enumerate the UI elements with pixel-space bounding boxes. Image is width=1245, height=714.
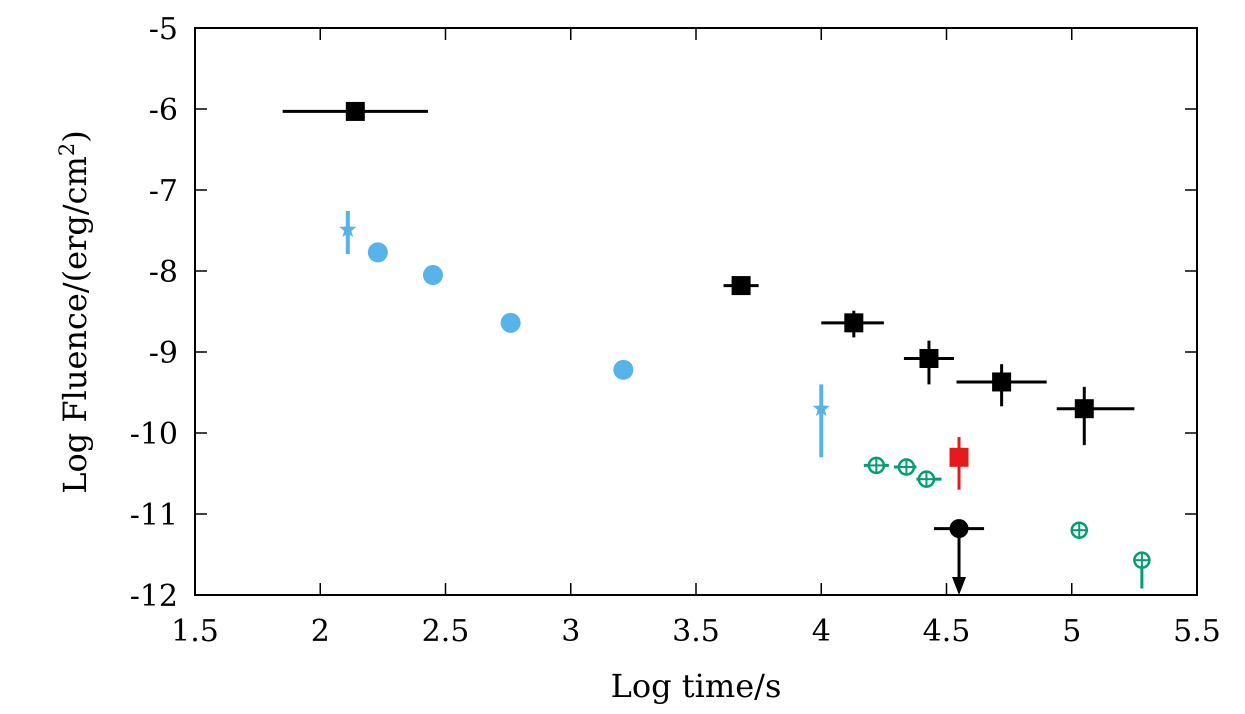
data-point-group xyxy=(613,359,634,380)
data-point-group xyxy=(893,458,917,476)
x-tick-labels: 1.5 2 2.5 3 3.5 4 4.5 5 5.5 xyxy=(171,614,1221,649)
y-tick-label: -12 xyxy=(130,579,178,614)
data-point-group xyxy=(422,265,443,286)
x-tick-label: 3 xyxy=(561,614,580,649)
x-tick-label: 5 xyxy=(1062,614,1081,649)
data-point-group xyxy=(1070,521,1089,539)
y-tick-label: -11 xyxy=(130,498,178,533)
x-tick-label: 4 xyxy=(812,614,831,649)
x-tick-label: 4.5 xyxy=(923,614,971,649)
y-tick-labels: -12 -11 -10 -9 -8 -7 -6 -5 xyxy=(130,12,178,614)
data-point-circle xyxy=(949,519,969,539)
upper-limit-arrow-head xyxy=(952,577,967,595)
data-point-group xyxy=(903,340,955,385)
data-marks xyxy=(282,101,1151,595)
data-point-group xyxy=(1056,386,1135,446)
data-point-square xyxy=(992,372,1012,392)
data-point-circle xyxy=(422,265,443,286)
data-point-star xyxy=(339,220,357,237)
data-point-group xyxy=(723,276,759,296)
data-point-group xyxy=(821,310,884,338)
axis-ticks xyxy=(194,27,1198,596)
x-tick-label: 2.5 xyxy=(422,614,470,649)
y-tick-label: -9 xyxy=(149,336,178,371)
data-point-group xyxy=(956,364,1047,407)
data-point-square xyxy=(844,313,864,333)
y-axis-title-close: ) xyxy=(56,130,94,142)
x-tick-label: 2 xyxy=(311,614,330,649)
y-tick-label: -8 xyxy=(149,255,178,290)
data-point-group xyxy=(500,312,521,333)
data-point-square xyxy=(949,447,969,467)
y-tick-label: -6 xyxy=(149,93,178,128)
y-axis-title-main: Log Fluence/(erg/cm xyxy=(56,156,94,494)
data-point-group xyxy=(282,101,428,121)
data-point-circle xyxy=(613,359,634,380)
x-tick-label: 5.5 xyxy=(1173,614,1221,649)
y-axis-title: Log Fluence/(erg/cm2) xyxy=(55,130,94,494)
data-point-group xyxy=(916,470,942,488)
data-point-group xyxy=(1133,551,1151,589)
data-point-group xyxy=(812,384,830,458)
y-tick-label: -7 xyxy=(149,174,178,209)
data-point-square xyxy=(1074,399,1094,419)
data-point-star xyxy=(812,399,830,416)
data-point-group xyxy=(339,211,357,254)
data-point-circle xyxy=(367,242,388,263)
plot-frame xyxy=(194,27,1198,596)
x-tick-label: 1.5 xyxy=(171,614,219,649)
x-tick-label: 3.5 xyxy=(672,614,720,649)
data-point-group xyxy=(949,437,969,490)
data-point-square xyxy=(919,348,939,368)
data-point-square xyxy=(731,276,751,296)
y-tick-label: -10 xyxy=(130,417,178,452)
data-point-group xyxy=(367,242,388,263)
x-axis-title: Log time/s xyxy=(611,667,782,705)
data-point-square xyxy=(345,101,365,121)
y-tick-label: -5 xyxy=(149,12,178,47)
data-point-group xyxy=(863,456,889,475)
data-point-circle xyxy=(500,312,521,333)
y-axis-title-superscript: 2 xyxy=(55,143,79,156)
data-point-group xyxy=(933,519,985,595)
